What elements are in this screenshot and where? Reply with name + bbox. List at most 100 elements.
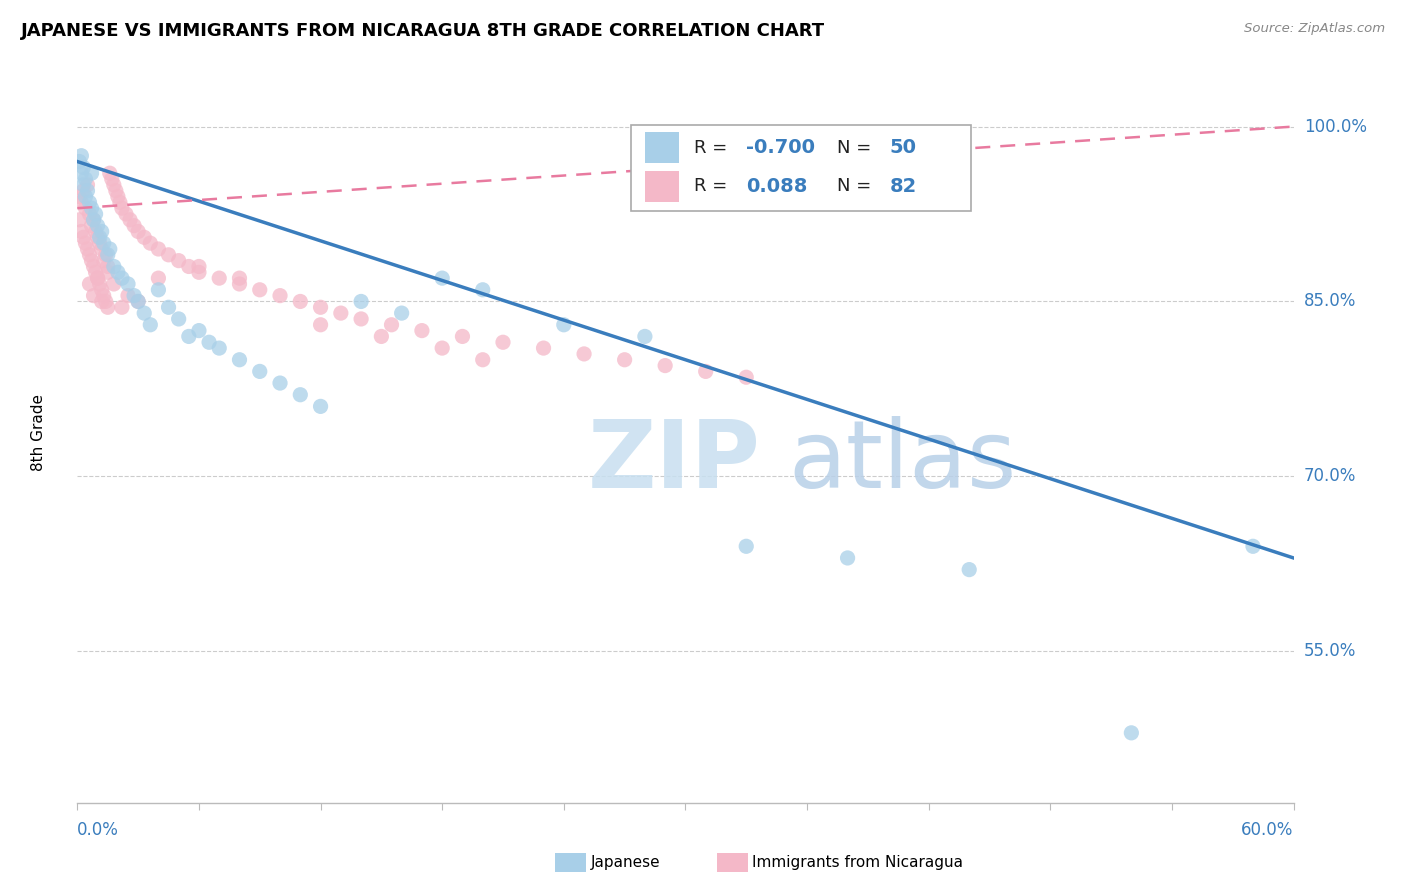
Point bbox=[370, 329, 392, 343]
Point bbox=[72, 161, 94, 175]
Text: N =: N = bbox=[838, 138, 877, 157]
Point bbox=[84, 225, 107, 239]
Point bbox=[198, 335, 221, 350]
Point bbox=[117, 277, 139, 291]
Point bbox=[148, 283, 170, 297]
FancyBboxPatch shape bbox=[631, 126, 972, 211]
Point bbox=[471, 283, 494, 297]
Point bbox=[613, 352, 636, 367]
Bar bbox=[645, 170, 679, 202]
Point bbox=[67, 212, 90, 227]
Point bbox=[86, 219, 108, 233]
Point bbox=[411, 324, 433, 338]
Point bbox=[188, 265, 211, 279]
Point bbox=[1121, 726, 1143, 740]
Point bbox=[127, 294, 149, 309]
Text: 0.088: 0.088 bbox=[747, 177, 807, 195]
Point bbox=[249, 283, 271, 297]
Text: 0.0%: 0.0% bbox=[77, 822, 120, 839]
Point bbox=[70, 195, 93, 210]
Point bbox=[177, 329, 200, 343]
Point bbox=[93, 236, 115, 251]
Point bbox=[83, 212, 105, 227]
Text: JAPANESE VS IMMIGRANTS FROM NICARAGUA 8TH GRADE CORRELATION CHART: JAPANESE VS IMMIGRANTS FROM NICARAGUA 8T… bbox=[21, 22, 825, 40]
Text: Source: ZipAtlas.com: Source: ZipAtlas.com bbox=[1244, 22, 1385, 36]
Point bbox=[837, 551, 859, 566]
Point bbox=[107, 265, 129, 279]
Point bbox=[148, 242, 170, 256]
Point bbox=[103, 277, 125, 291]
Point bbox=[695, 364, 717, 378]
Point bbox=[94, 248, 117, 262]
Point bbox=[188, 324, 211, 338]
Point bbox=[269, 376, 291, 390]
Point bbox=[79, 195, 101, 210]
Text: Immigrants from Nicaragua: Immigrants from Nicaragua bbox=[752, 855, 963, 870]
Text: atlas: atlas bbox=[789, 417, 1017, 508]
Point bbox=[104, 184, 127, 198]
Point bbox=[107, 189, 129, 203]
Bar bbox=[645, 132, 679, 163]
Point bbox=[208, 271, 231, 285]
Point bbox=[101, 172, 124, 186]
Point bbox=[97, 248, 120, 262]
Point bbox=[89, 230, 111, 244]
Point bbox=[80, 253, 103, 268]
Text: 70.0%: 70.0% bbox=[1303, 467, 1355, 485]
Point bbox=[70, 166, 93, 180]
Point bbox=[93, 253, 115, 268]
Point bbox=[290, 388, 312, 402]
Point bbox=[83, 212, 105, 227]
Point bbox=[98, 242, 121, 256]
Point bbox=[735, 370, 758, 384]
Point bbox=[228, 271, 250, 285]
Point bbox=[79, 277, 101, 291]
Point bbox=[103, 260, 125, 274]
Point bbox=[83, 288, 105, 302]
Point bbox=[86, 271, 108, 285]
Point bbox=[89, 277, 111, 291]
Point bbox=[72, 178, 94, 192]
Point bbox=[290, 294, 312, 309]
Text: R =: R = bbox=[695, 178, 733, 195]
Point bbox=[80, 201, 103, 215]
Point bbox=[228, 352, 250, 367]
Point bbox=[533, 341, 555, 355]
Point bbox=[167, 312, 190, 326]
Point bbox=[139, 318, 162, 332]
Point bbox=[111, 300, 134, 314]
Point bbox=[84, 265, 107, 279]
Point bbox=[430, 341, 453, 355]
Point bbox=[157, 248, 180, 262]
Point bbox=[84, 207, 107, 221]
Point bbox=[127, 294, 149, 309]
Point bbox=[70, 225, 93, 239]
Point bbox=[430, 271, 453, 285]
Point bbox=[76, 242, 98, 256]
Point bbox=[148, 271, 170, 285]
Text: Japanese: Japanese bbox=[591, 855, 661, 870]
Point bbox=[94, 294, 117, 309]
Point bbox=[309, 318, 332, 332]
Point bbox=[75, 236, 97, 251]
Point bbox=[269, 288, 291, 302]
Point bbox=[350, 294, 373, 309]
Point bbox=[90, 294, 112, 309]
Point bbox=[118, 212, 141, 227]
Point bbox=[139, 236, 162, 251]
Point bbox=[70, 149, 93, 163]
Point bbox=[634, 329, 657, 343]
Point bbox=[89, 236, 111, 251]
Text: 50: 50 bbox=[890, 138, 917, 157]
Point bbox=[111, 271, 134, 285]
Point bbox=[67, 154, 90, 169]
Point bbox=[90, 242, 112, 256]
Text: 85.0%: 85.0% bbox=[1303, 293, 1355, 310]
Point bbox=[97, 260, 120, 274]
Text: 100.0%: 100.0% bbox=[1303, 118, 1367, 136]
Point bbox=[134, 230, 156, 244]
Point bbox=[167, 253, 190, 268]
Point bbox=[122, 219, 145, 233]
Point bbox=[86, 230, 108, 244]
Text: ZIP: ZIP bbox=[588, 417, 761, 508]
